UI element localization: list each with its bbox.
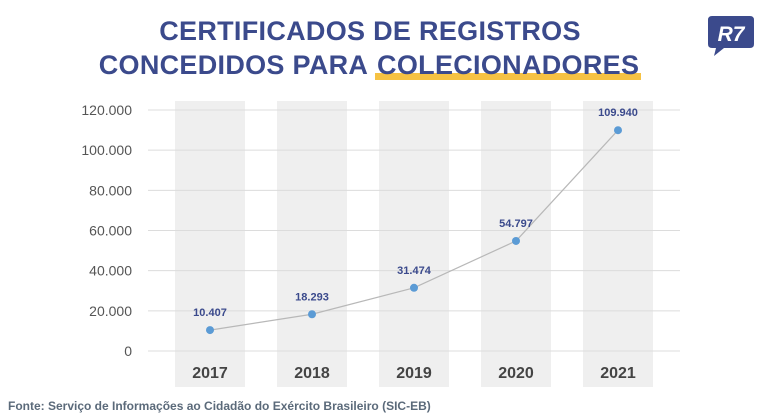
value-label-2020: 54.797 — [499, 218, 533, 230]
y-tick-label: 120.000 — [81, 102, 132, 118]
chart-title: CERTIFICADOS DE REGISTROS CONCEDIDOS PAR… — [60, 14, 680, 82]
value-labels: 10.407 18.293 31.474 54.797 109.940 — [193, 107, 638, 319]
column-band-2019 — [379, 101, 449, 387]
column-band-2017 — [175, 101, 245, 387]
gridlines — [148, 109, 680, 352]
y-axis-ticks: 0 20.000 40.000 60.000 80.000 100.000 120.000 — [81, 102, 132, 359]
data-points — [206, 126, 622, 335]
line-chart: 020.00040.00060.00080.000100.000120.000 … — [81, 101, 680, 387]
column-band-2018 — [277, 101, 347, 387]
y-tick-label: 60.000 — [89, 223, 132, 239]
data-point-2020 — [512, 236, 520, 245]
data-point-2019 — [410, 283, 418, 292]
column-band-2021 — [583, 101, 653, 387]
value-label-2017: 10.407 — [193, 307, 227, 319]
x-axis-ticks: 2017 2018 2019 2020 2021 — [192, 365, 636, 382]
title-line-2-prefix: CONCEDIDOS PARA — [98, 50, 376, 80]
data-point-2017 — [206, 326, 214, 335]
y-tick-label: 40.000 — [89, 263, 132, 279]
value-label-2019: 31.474 — [397, 265, 432, 277]
data-point-2021 — [614, 126, 622, 135]
y-tick-label: 80.000 — [89, 182, 132, 198]
r7-logo-badge — [708, 16, 754, 56]
y-tick-label: 20.000 — [89, 303, 132, 319]
title-line-2: CONCEDIDOS PARA COLECIONADORES — [60, 48, 680, 82]
data-point-2018 — [308, 310, 316, 319]
r7-logo-text: R7 — [718, 23, 746, 46]
x-tick-label-2021: 2021 — [600, 365, 636, 382]
value-label-2018: 18.293 — [295, 291, 329, 303]
r7-logo: R7 — [708, 16, 754, 56]
x-tick-label-2017: 2017 — [192, 365, 228, 382]
x-tick-label-2018: 2018 — [294, 365, 330, 382]
value-label-2021: 109.940 — [598, 107, 638, 119]
source-note: Fonte: Serviço de Informações ao Cidadão… — [8, 399, 431, 413]
x-tick-label-2020: 2020 — [498, 365, 534, 382]
column-bands — [175, 101, 653, 387]
y-tick-label: 0 — [124, 343, 132, 359]
x-tick-label-2019: 2019 — [396, 365, 432, 382]
title-line-1: CERTIFICADOS DE REGISTROS — [159, 16, 581, 46]
title-highlight: COLECIONADORES — [375, 50, 642, 80]
y-tick-label: 100.000 — [81, 142, 132, 158]
